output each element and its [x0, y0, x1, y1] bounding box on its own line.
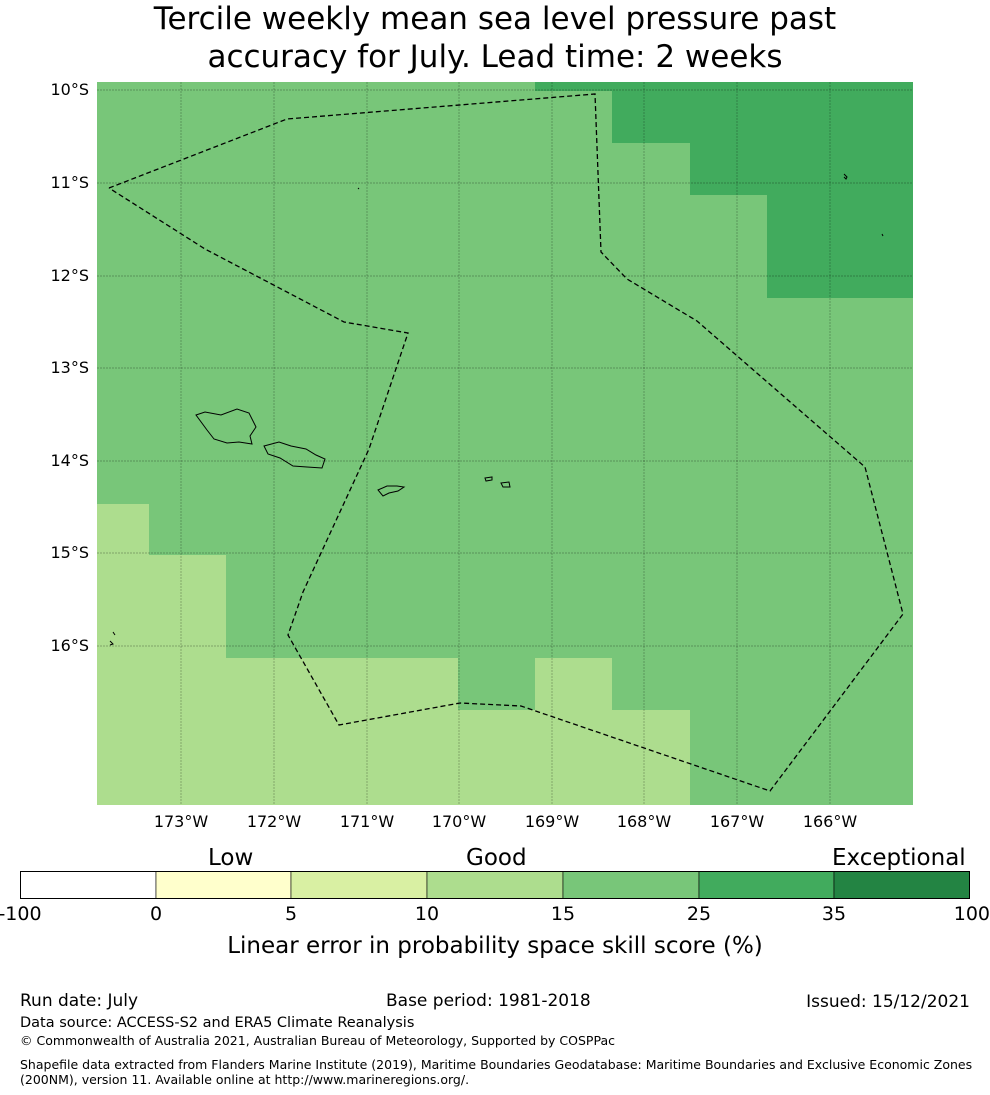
colorbar-swatch	[562, 871, 700, 899]
lat-label: 13°S	[50, 358, 89, 377]
colorbar-swatch	[155, 871, 292, 899]
island-tutuila	[377, 485, 406, 497]
shapefile-credit-2: (200NM), version 11. Available online at…	[20, 1072, 470, 1087]
skill-cells	[97, 82, 913, 805]
legend-category-good: Good	[466, 845, 527, 871]
lon-label: 171°W	[339, 812, 395, 831]
lat-label: 14°S	[50, 451, 89, 470]
colorbar-border	[20, 871, 970, 899]
legend-category-exceptional: Exceptional	[832, 845, 966, 871]
cell-high-skill	[612, 91, 913, 143]
lat-label: 12°S	[50, 266, 89, 285]
data-source: Data source: ACCESS-S2 and ERA5 Climate …	[20, 1015, 415, 1031]
coastlines	[109, 173, 884, 646]
colorbar-tick: 10	[414, 903, 440, 925]
cell-moderate-skill	[149, 555, 226, 805]
cell-high-skill	[767, 195, 913, 298]
title-line-1: Tercile weekly mean sea level pressure p…	[153, 1, 837, 37]
lon-label: 173°W	[153, 812, 209, 831]
island-small	[112, 631, 116, 636]
lon-label: 169°W	[524, 812, 580, 831]
colorbar-swatch	[290, 871, 428, 899]
lon-label: 170°W	[431, 812, 487, 831]
lat-label: 15°S	[50, 543, 89, 562]
colorbar-swatch	[426, 871, 564, 899]
cell-moderate-skill	[458, 710, 690, 805]
issued-date: Issued: 15/12/2021	[806, 992, 970, 1012]
colorbar-swatch	[833, 871, 970, 899]
map-canvas	[97, 82, 913, 805]
colorbar-tick: 35	[821, 903, 847, 925]
copyright: © Commonwealth of Australia 2021, Austra…	[20, 1033, 615, 1048]
lat-label: 16°S	[50, 636, 89, 655]
lon-label: 166°W	[802, 812, 858, 831]
shapefile-credit-1: Shapefile data extracted from Flanders M…	[20, 1057, 973, 1072]
cell-moderate-skill	[226, 658, 458, 805]
lon-label: 168°W	[616, 812, 672, 831]
chart-title: Tercile weekly mean sea level pressure p…	[0, 0, 990, 76]
eez-boundary	[108, 93, 904, 792]
colorbar-swatch	[20, 871, 157, 899]
island-small	[843, 173, 848, 180]
island-upolu	[263, 441, 326, 469]
cell-moderate-skill	[535, 658, 612, 710]
cell-moderate-skill	[97, 504, 149, 805]
base-period: Base period: 1981-2018	[386, 991, 591, 1011]
cell-high-skill	[535, 82, 913, 91]
colorbar-tick: -100	[0, 903, 42, 925]
legend-category-low: Low	[208, 845, 254, 871]
colorbar-tick: 5	[284, 903, 298, 925]
lat-label: 10°S	[50, 80, 89, 99]
colorbar-tick: 100	[953, 903, 990, 925]
run-date: Run date: July	[20, 991, 139, 1011]
lat-label: 11°S	[50, 173, 89, 192]
skill-map	[97, 82, 913, 805]
title-line-2: accuracy for July. Lead time: 2 weeks	[207, 39, 783, 75]
colorbar-label: Linear error in probability space skill …	[227, 933, 763, 959]
island-ofu	[484, 476, 493, 482]
lon-label: 172°W	[246, 812, 302, 831]
island-savaii	[195, 408, 257, 445]
cell-high-skill	[690, 143, 913, 195]
colorbar-tick: 15	[550, 903, 576, 925]
colorbar-swatch	[698, 871, 835, 899]
colorbar-tick: 0	[149, 903, 163, 925]
island-tau	[500, 481, 511, 488]
island-small	[357, 187, 360, 190]
lon-label: 167°W	[709, 812, 765, 831]
colorbar-tick: 25	[686, 903, 712, 925]
island-small	[109, 640, 114, 646]
island-small	[881, 233, 884, 237]
colorbar	[20, 871, 970, 899]
